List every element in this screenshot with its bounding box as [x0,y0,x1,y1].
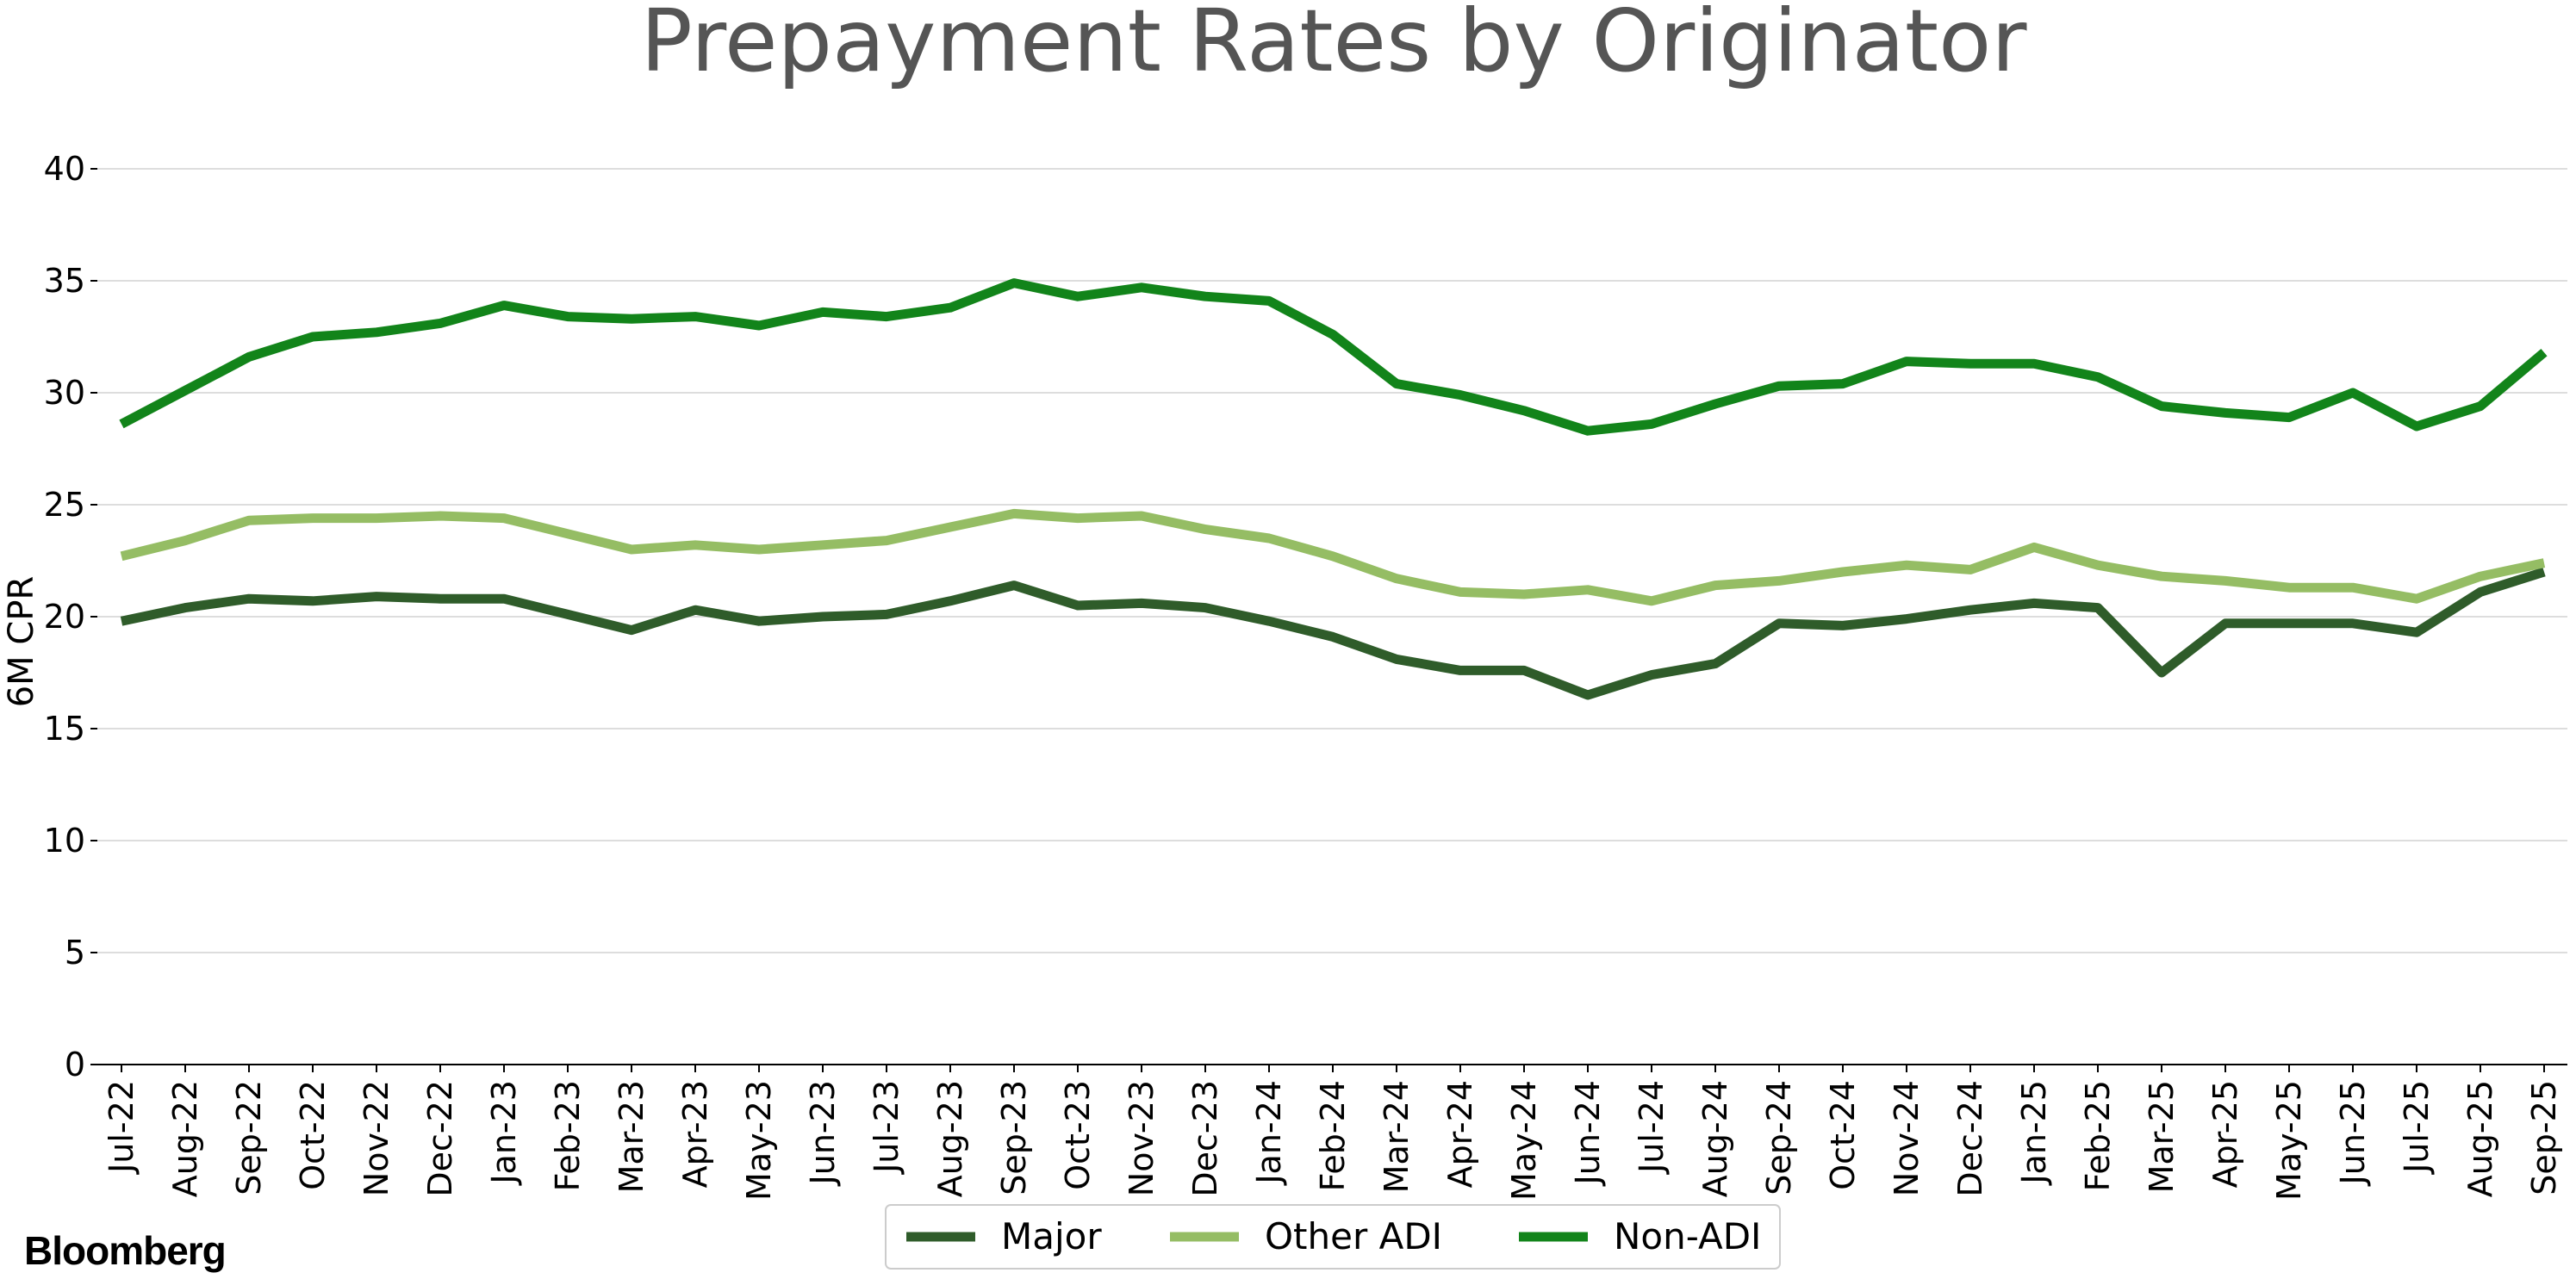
x-tick-label: Sep-22 [230,1080,268,1195]
x-tick-label: Apr-25 [2206,1080,2244,1188]
x-tick-label: Jul-23 [868,1080,905,1175]
x-tick-label: Feb-23 [549,1080,587,1191]
x-tick-label: Sep-23 [995,1080,1033,1195]
x-tick-label: Jun-25 [2334,1080,2372,1186]
x-tick-label: Apr-24 [1441,1080,1479,1188]
y-tick-label: 20 [44,598,85,636]
x-tick-label: Mar-25 [2143,1080,2181,1193]
x-tick-label: Sep-24 [1760,1080,1798,1195]
y-tick-label: 25 [44,486,85,524]
legend-items: Major Other ADI Non-ADI [906,1215,1761,1257]
x-tick-label: Aug-23 [931,1080,969,1197]
x-tick-label: Apr-23 [676,1080,714,1188]
x-tick-label: Aug-22 [166,1080,204,1197]
x-tick-label: Jul-24 [1633,1080,1671,1175]
y-axis-label: 6M CPR [2,576,41,708]
y-tick-label: 40 [44,150,85,188]
x-tick-label: Dec-22 [421,1080,459,1197]
legend-frame [885,1204,1781,1270]
series-line-other-adi [120,508,2546,606]
y-tick-label: 0 [65,1046,85,1083]
y-axis-ticks: 0 5 10 15 20 25 30 35 40 [44,150,97,1083]
series-lines [119,278,2548,700]
x-tick-label: Nov-23 [1123,1080,1160,1196]
y-tick-label: 10 [44,822,85,860]
x-tick-label: Jan-24 [1250,1080,1288,1186]
x-axis-ticks: Jul-22 Aug-22 Sep-22 Oct-22 Nov-22 Dec-22 Jan-… [103,1065,2563,1201]
y-tick-label: 30 [44,374,85,412]
legend: Major Other ADI Non-ADI [885,1204,1781,1270]
x-tick-label: Feb-25 [2079,1080,2117,1191]
x-tick-label: Mar-23 [613,1080,650,1193]
x-tick-label: May-25 [2270,1080,2308,1201]
x-tick-label: Aug-24 [1696,1080,1734,1197]
y-tick-label: 15 [44,710,85,748]
x-tick-label: Sep-25 [2525,1080,2563,1195]
legend-label-non-adi: Non-ADI [1614,1215,1761,1257]
legend-label-other-adi: Other ADI [1265,1215,1442,1257]
legend-label-major: Major [1001,1215,1102,1257]
x-tick-label: May-23 [740,1080,778,1201]
x-tick-label: Nov-22 [358,1080,395,1196]
x-tick-label: Dec-24 [1951,1080,1989,1197]
gridlines [97,168,2567,953]
x-tick-label: Jul-25 [2398,1080,2436,1175]
x-tick-label: Feb-24 [1314,1080,1352,1191]
series-line-non-adi [119,278,2548,436]
x-tick-label: Jun-23 [804,1080,842,1186]
x-tick-label: Jan-25 [2015,1080,2053,1186]
x-tick-label: Aug-25 [2461,1080,2499,1197]
x-tick-label: Jan-23 [485,1080,523,1186]
bloomberg-logo: Bloomberg [24,1228,226,1273]
x-tick-label: Nov-24 [1888,1080,1926,1196]
y-tick-label: 5 [65,934,85,972]
series-line-major [120,567,2546,700]
x-tick-label: Oct-22 [294,1080,332,1190]
x-tick-label: Mar-24 [1378,1080,1416,1193]
x-tick-label: Oct-23 [1059,1080,1097,1190]
x-tick-label: Jun-24 [1569,1080,1607,1186]
x-tick-label: Oct-24 [1824,1080,1862,1190]
x-tick-label: Dec-23 [1186,1080,1224,1197]
chart-title: Prepayment Rates by Originator [641,0,2028,91]
y-tick-label: 35 [44,262,85,300]
x-tick-label: May-24 [1505,1080,1543,1201]
x-tick-label: Jul-22 [103,1080,140,1175]
